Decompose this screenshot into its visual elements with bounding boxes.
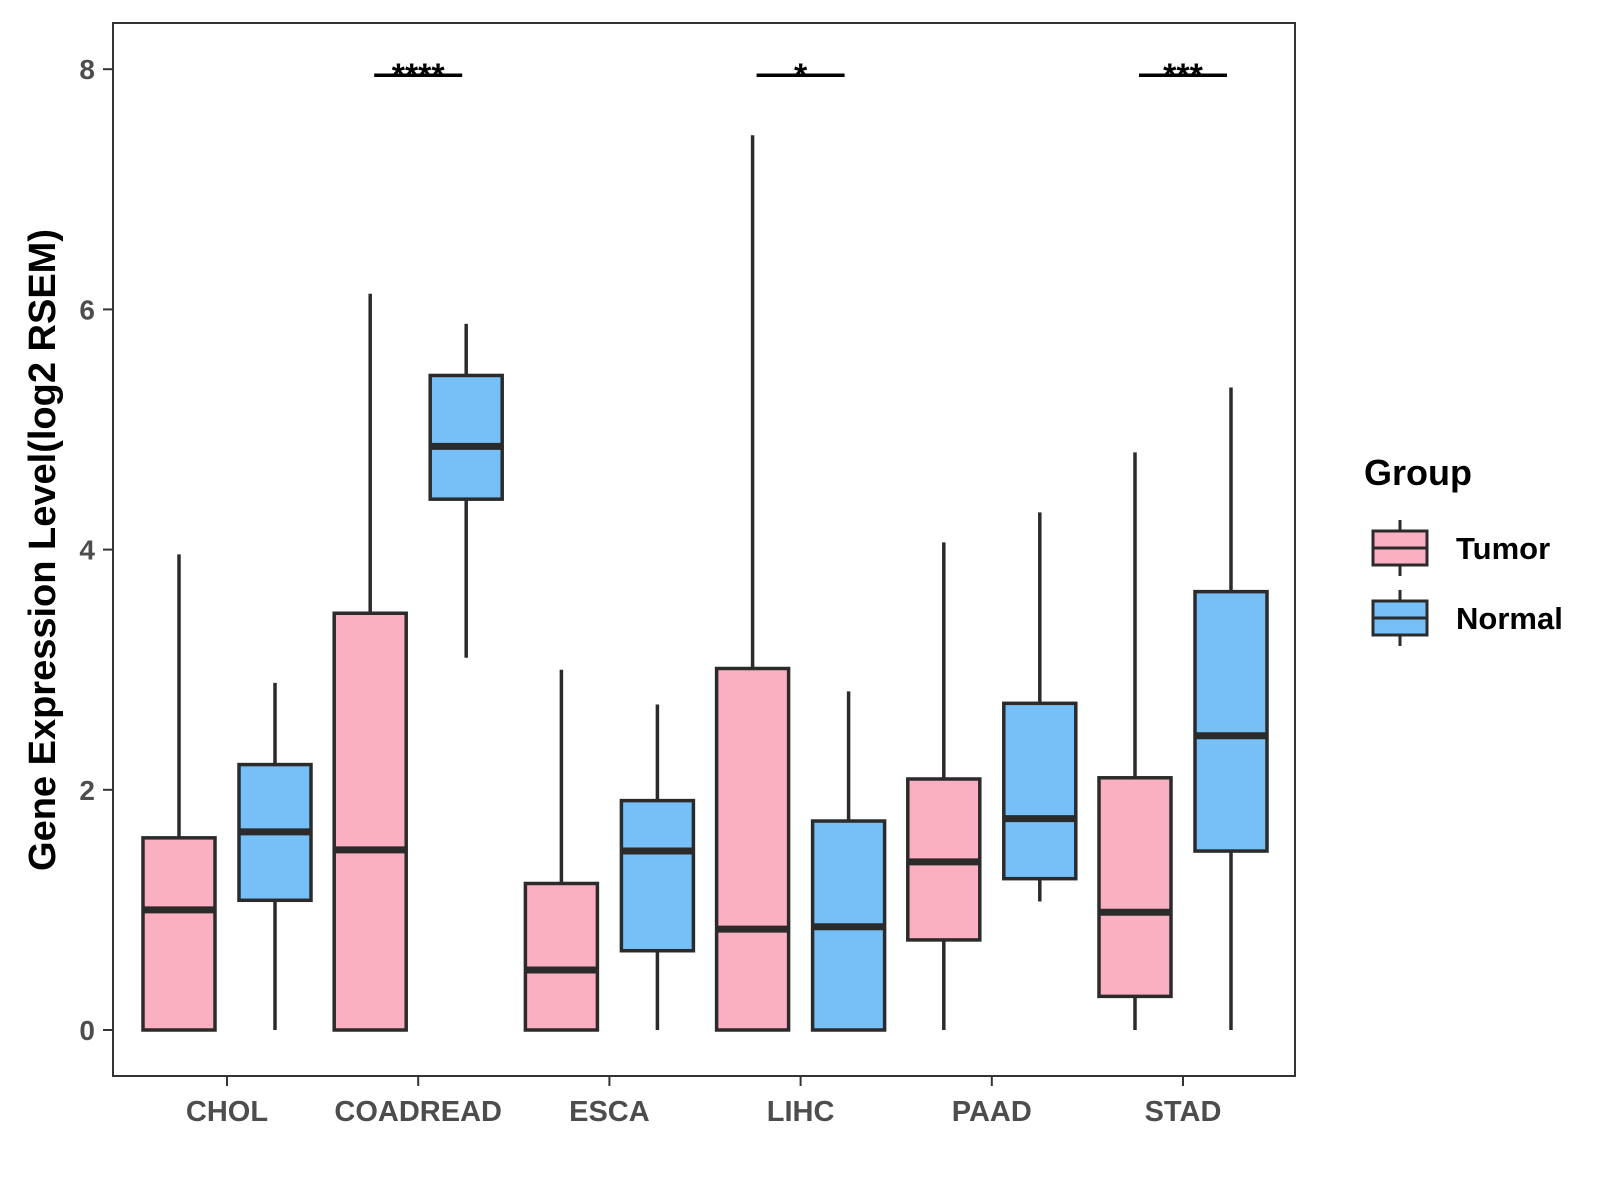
legend-label: Tumor	[1456, 531, 1550, 566]
box-tumor-chol	[141, 554, 217, 1032]
x-tick-label: ESCA	[569, 1096, 650, 1128]
box-iqr	[1002, 701, 1078, 881]
box-iqr	[1097, 776, 1173, 999]
y-tick-label: 8	[79, 54, 95, 85]
box-normal-lihc	[810, 691, 887, 1032]
significance-stad: ***	[1139, 57, 1227, 95]
box-normal-paad	[1002, 512, 1078, 902]
box-iqr	[428, 373, 504, 501]
y-tick-label: 6	[79, 294, 95, 325]
box-iqr	[714, 666, 791, 1032]
x-tick-label: STAD	[1145, 1096, 1222, 1128]
significance-lihc: *	[756, 57, 845, 95]
x-axis: CHOL COADREAD ESCA LIHC PAAD STAD	[186, 1076, 1221, 1128]
x-tick-label: LIHC	[767, 1096, 835, 1128]
x-tick-label: PAAD	[952, 1096, 1032, 1128]
y-tick-label: 0	[79, 1015, 95, 1046]
legend-item-normal: Normal	[1371, 590, 1563, 646]
box-iqr	[141, 836, 217, 1032]
box-tumor-lihc	[714, 135, 791, 1032]
box-iqr	[619, 798, 696, 953]
legend-label: Normal	[1456, 601, 1563, 636]
legend-title: Group	[1364, 452, 1472, 493]
y-tick-label: 2	[79, 775, 95, 806]
box-normal-chol	[237, 682, 313, 1030]
significance-layer: **** * ***	[374, 57, 1227, 95]
x-tick-label: CHOL	[186, 1096, 268, 1128]
box-iqr	[332, 611, 408, 1032]
significance-label: ***	[1163, 57, 1203, 95]
box-tumor-stad	[1097, 452, 1173, 1030]
box-tumor-coadread	[332, 293, 408, 1032]
y-axis-label: Gene Expression Level(log2 RSEM)	[22, 229, 64, 871]
box-normal-stad	[1193, 387, 1269, 1030]
box-normal-esca	[619, 704, 696, 1030]
significance-label: *	[794, 57, 808, 95]
y-axis: 0 2 4 6 8	[79, 54, 113, 1046]
box-tumor-paad	[906, 542, 982, 1030]
significance-label: ****	[392, 57, 446, 95]
box-iqr	[523, 881, 600, 1032]
box-tumor-esca	[523, 669, 600, 1032]
box-normal-coadread	[428, 323, 504, 658]
legend-item-tumor: Tumor	[1371, 520, 1550, 576]
box-layer	[141, 135, 1269, 1032]
legend: Group Tumor Normal	[1364, 452, 1563, 646]
y-tick-label: 4	[79, 535, 95, 566]
significance-coadread: ****	[374, 57, 463, 95]
x-tick-label: COADREAD	[334, 1096, 502, 1128]
box-iqr	[1193, 589, 1269, 853]
